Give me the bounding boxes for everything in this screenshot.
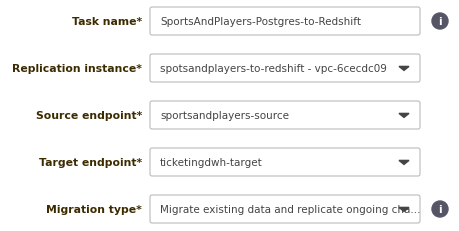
Polygon shape <box>398 67 408 71</box>
Text: Migration type*: Migration type* <box>46 204 142 214</box>
Circle shape <box>431 14 447 30</box>
Text: Migrate existing data and replicate ongoing cha...: Migrate existing data and replicate ongo… <box>160 204 420 214</box>
Text: Target endpoint*: Target endpoint* <box>39 157 142 167</box>
Polygon shape <box>398 114 408 118</box>
Text: ticketingdwh-target: ticketingdwh-target <box>160 157 262 167</box>
Text: SportsAndPlayers-Postgres-to-Redshift: SportsAndPlayers-Postgres-to-Redshift <box>160 17 360 27</box>
FancyBboxPatch shape <box>150 102 419 129</box>
Text: spotsandplayers-to-redshift - vpc-6cecdc09: spotsandplayers-to-redshift - vpc-6cecdc… <box>160 64 386 74</box>
Text: i: i <box>437 204 441 214</box>
FancyBboxPatch shape <box>150 55 419 83</box>
Text: Task name*: Task name* <box>72 17 142 27</box>
Polygon shape <box>398 207 408 212</box>
Polygon shape <box>398 161 408 165</box>
Text: Replication instance*: Replication instance* <box>12 64 142 74</box>
Text: sportsandplayers-source: sportsandplayers-source <box>160 110 288 121</box>
FancyBboxPatch shape <box>150 8 419 36</box>
Text: i: i <box>437 17 441 27</box>
FancyBboxPatch shape <box>150 195 419 223</box>
FancyBboxPatch shape <box>150 148 419 176</box>
Text: Source endpoint*: Source endpoint* <box>36 110 142 121</box>
Circle shape <box>431 201 447 217</box>
